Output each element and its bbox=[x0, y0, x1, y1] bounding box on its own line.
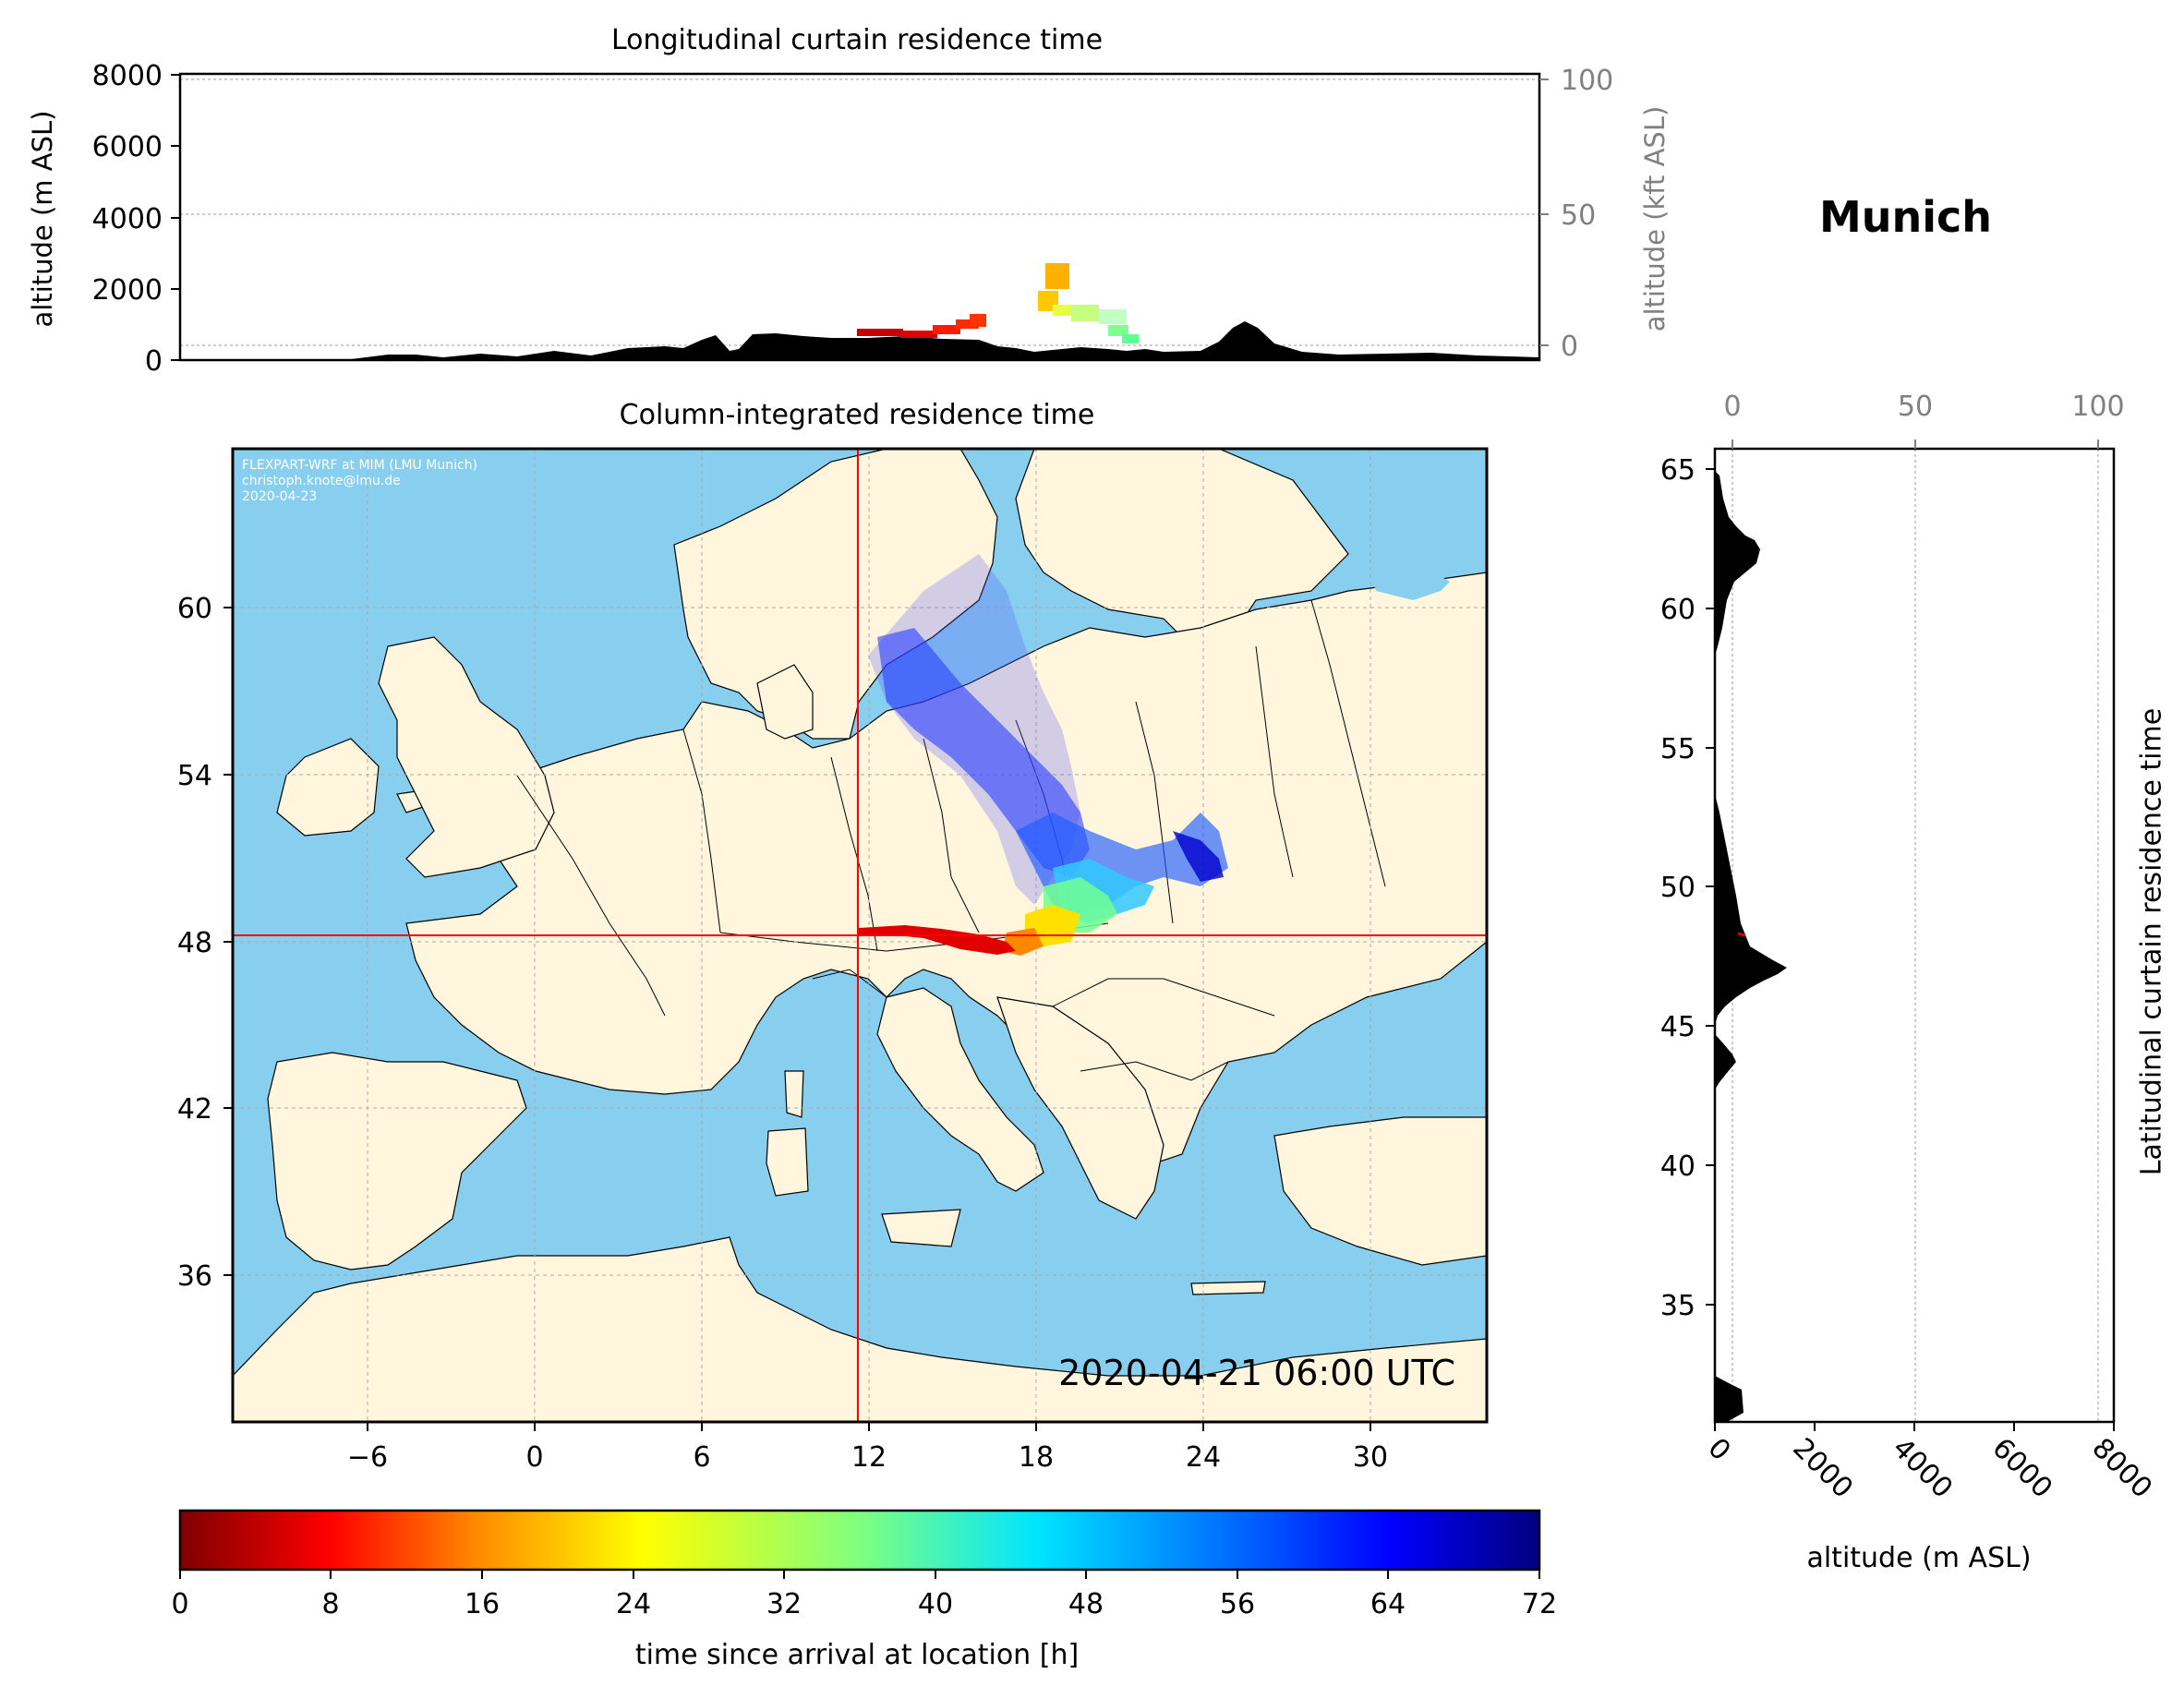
map-xtick: 30 bbox=[1353, 1441, 1388, 1474]
latitudinal-terrain bbox=[1715, 471, 1787, 1422]
longitudinal-plume bbox=[857, 263, 1139, 343]
side-frame bbox=[1713, 447, 2116, 1424]
side-xtick: 8000 bbox=[2085, 1432, 2158, 1505]
crete-land bbox=[1190, 1281, 1266, 1295]
top-ytick: 2000 bbox=[92, 274, 163, 307]
sardinia-land bbox=[766, 1127, 809, 1197]
side-xtick-top: 100 bbox=[2071, 391, 2124, 423]
colorbar-label: time since arrival at location [h] bbox=[634, 1639, 1080, 1671]
credit-line: 2020-04-23 bbox=[242, 489, 317, 504]
map-xtick: 18 bbox=[1019, 1441, 1054, 1474]
credit-line: christoph.knote@lmu.de bbox=[242, 474, 401, 488]
map-panel-title: Column-integrated residence time bbox=[619, 399, 1095, 431]
colorbar-tick: 16 bbox=[465, 1588, 500, 1620]
top-panel-title: Longitudinal curtain residence time bbox=[610, 24, 1104, 56]
side-ytick: 50 bbox=[1660, 872, 1695, 904]
colorbar-tick: 64 bbox=[1370, 1588, 1406, 1620]
colorbar-gradient bbox=[178, 1509, 1541, 1572]
italy-land bbox=[876, 987, 1044, 1192]
continental-europe-land bbox=[396, 572, 1487, 1164]
top-frame bbox=[178, 72, 1541, 362]
map-xtick: −6 bbox=[347, 1441, 388, 1474]
great-britain-land bbox=[378, 636, 555, 878]
top-ytick: 4000 bbox=[92, 203, 163, 235]
corsica-land bbox=[784, 1070, 804, 1118]
residence-plume bbox=[859, 554, 1228, 956]
top-ytick-right: 100 bbox=[1561, 65, 1613, 97]
side-ytick: 60 bbox=[1660, 594, 1695, 626]
colorbar-tick: 32 bbox=[766, 1588, 802, 1620]
side-xtick: 2000 bbox=[1786, 1432, 1859, 1505]
timestamp-label: 2020-04-21 06:00 UTC bbox=[1058, 1353, 1455, 1393]
map-xtick: 24 bbox=[1186, 1441, 1221, 1474]
map-ytick: 36 bbox=[177, 1260, 212, 1293]
map-gridlines bbox=[233, 449, 1487, 1422]
map-ytick: 60 bbox=[177, 593, 212, 625]
longitudinal-terrain bbox=[180, 321, 1539, 360]
map-ytick: 48 bbox=[177, 927, 212, 959]
side-ytick: 65 bbox=[1660, 454, 1695, 487]
top-panel: 0 2000 4000 6000 8000 0 50 100 bbox=[92, 60, 1614, 378]
map-xtick: 0 bbox=[525, 1441, 543, 1474]
side-ytick: 55 bbox=[1660, 733, 1695, 765]
top-ytick: 0 bbox=[145, 345, 163, 378]
map-xtick: 12 bbox=[851, 1441, 887, 1474]
balkans-land bbox=[996, 996, 1164, 1220]
map-ytick: 54 bbox=[177, 760, 212, 792]
colorbar-tick: 48 bbox=[1068, 1588, 1104, 1620]
side-xtick: 0 bbox=[1701, 1432, 1736, 1467]
turkey-land bbox=[1273, 1116, 1487, 1266]
top-ytick: 8000 bbox=[92, 60, 163, 92]
top-ytick: 6000 bbox=[92, 131, 163, 163]
colorbar-tick: 40 bbox=[918, 1588, 953, 1620]
side-ytick: 45 bbox=[1660, 1011, 1695, 1043]
side-ytick: 35 bbox=[1660, 1290, 1695, 1322]
side-xtick: 4000 bbox=[1886, 1432, 1959, 1505]
ireland-land bbox=[276, 738, 380, 837]
colorbar-tick: 56 bbox=[1220, 1588, 1255, 1620]
africa-land bbox=[233, 1236, 1487, 1422]
colorbar-tick: 24 bbox=[616, 1588, 651, 1620]
side-panel: 65 60 55 50 45 40 35 0 50 100 0 2000 400… bbox=[1660, 391, 2158, 1505]
denmark-land bbox=[756, 664, 814, 740]
landmass bbox=[233, 449, 1487, 1422]
iberia-land bbox=[267, 1052, 527, 1270]
latitudinal-plume-trace bbox=[1737, 932, 1746, 937]
colorbar: 0 8 16 24 32 40 48 56 64 72 bbox=[171, 1509, 1557, 1620]
map-panel: FLEXPART-WRF at MIM (LMU Munich) christo… bbox=[177, 447, 1489, 1474]
colorbar-tick: 8 bbox=[321, 1588, 339, 1620]
side-xtick-top: 0 bbox=[1723, 391, 1741, 423]
colorbar-tick: 72 bbox=[1522, 1588, 1557, 1620]
location-title: Munich bbox=[1819, 192, 1993, 242]
colorbar-tick: 0 bbox=[171, 1588, 188, 1620]
lake bbox=[1367, 554, 1450, 600]
map-ytick: 42 bbox=[177, 1093, 212, 1126]
map-xtick: 6 bbox=[693, 1441, 710, 1474]
side-xtick-top: 50 bbox=[1898, 391, 1933, 423]
top-ytick-right: 0 bbox=[1561, 331, 1578, 363]
side-ytick: 40 bbox=[1660, 1150, 1695, 1183]
credit-line: FLEXPART-WRF at MIM (LMU Munich) bbox=[242, 458, 477, 473]
sicily-land bbox=[881, 1209, 961, 1247]
side-xlabel: altitude (m ASL) bbox=[1806, 1542, 2032, 1574]
top-ytick-right: 50 bbox=[1561, 199, 1596, 232]
side-xtick: 6000 bbox=[1985, 1432, 2058, 1505]
map-frame bbox=[231, 447, 1489, 1424]
